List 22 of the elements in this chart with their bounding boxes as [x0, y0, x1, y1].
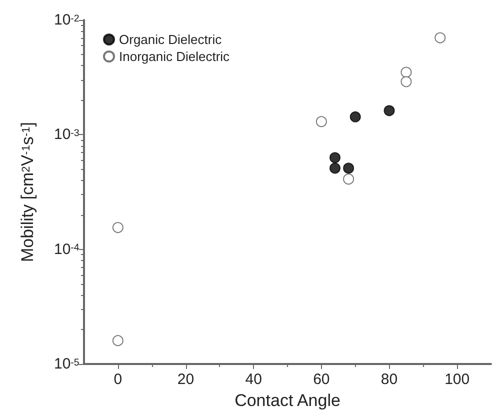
x-tick-label: 40 — [245, 371, 262, 388]
x-tick-label: 20 — [177, 371, 194, 388]
y-axis-title: Mobility [cm2V-1s-1] — [18, 122, 37, 262]
point — [350, 111, 361, 122]
point — [112, 222, 124, 234]
point — [434, 32, 446, 44]
x-axis-title: Contact Angle — [234, 390, 340, 410]
x-tick-label: 0 — [114, 371, 122, 388]
point — [316, 116, 327, 128]
x-tick-label: 100 — [444, 371, 470, 388]
point — [112, 335, 124, 346]
point — [343, 174, 354, 185]
x-tick-label: 60 — [313, 371, 330, 388]
legend-label: Organic Dielectric — [119, 32, 222, 47]
point — [384, 105, 395, 116]
legend-label: Inorganic Dielectric — [119, 49, 230, 64]
x-tick-label: 80 — [380, 371, 398, 388]
point — [329, 152, 340, 164]
point — [329, 162, 340, 174]
point — [400, 76, 412, 88]
point — [400, 66, 412, 78]
point — [343, 162, 354, 174]
